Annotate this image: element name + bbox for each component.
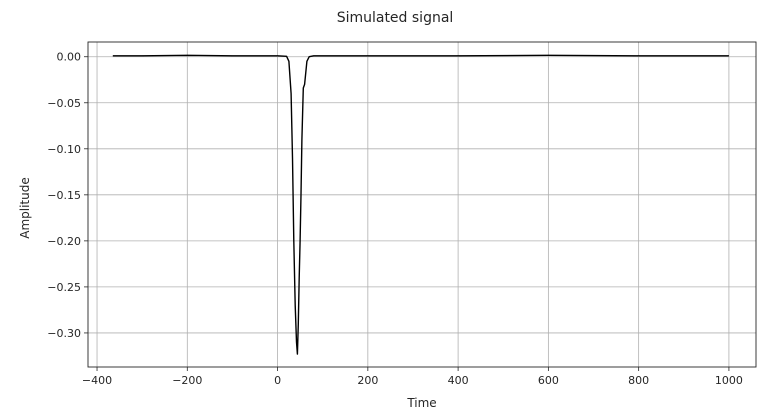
y-tick-label: −0.15 [47, 189, 81, 202]
x-tick-label: 1000 [715, 374, 743, 387]
series-layer [112, 54, 729, 355]
y-tick-label: −0.25 [47, 281, 81, 294]
x-tick-label: 600 [538, 374, 559, 387]
plot-frame [87, 41, 757, 368]
y-tick-label: 0.00 [57, 51, 82, 64]
grid [88, 42, 756, 367]
y-tick-label: −0.30 [47, 327, 81, 340]
x-tick-label: 200 [357, 374, 378, 387]
y-tick-label: −0.10 [47, 143, 81, 156]
y-axis-label: Amplitude [18, 177, 32, 239]
chart-title: Simulated signal [337, 10, 454, 26]
x-tick-label: 800 [628, 374, 649, 387]
ticks: −400 −200 0 200 400 600 800 1000 0.00 −0.05 −0.10 −… [47, 51, 743, 387]
y-tick-label: −0.05 [47, 97, 81, 110]
series-line [112, 54, 729, 355]
x-axis-label: Time [406, 396, 436, 410]
y-tick-label: −0.20 [47, 235, 81, 248]
x-tick-label: −400 [82, 374, 112, 387]
x-tick-label: 400 [448, 374, 469, 387]
x-tick-label: 0 [274, 374, 281, 387]
x-tick-label: −200 [172, 374, 202, 387]
